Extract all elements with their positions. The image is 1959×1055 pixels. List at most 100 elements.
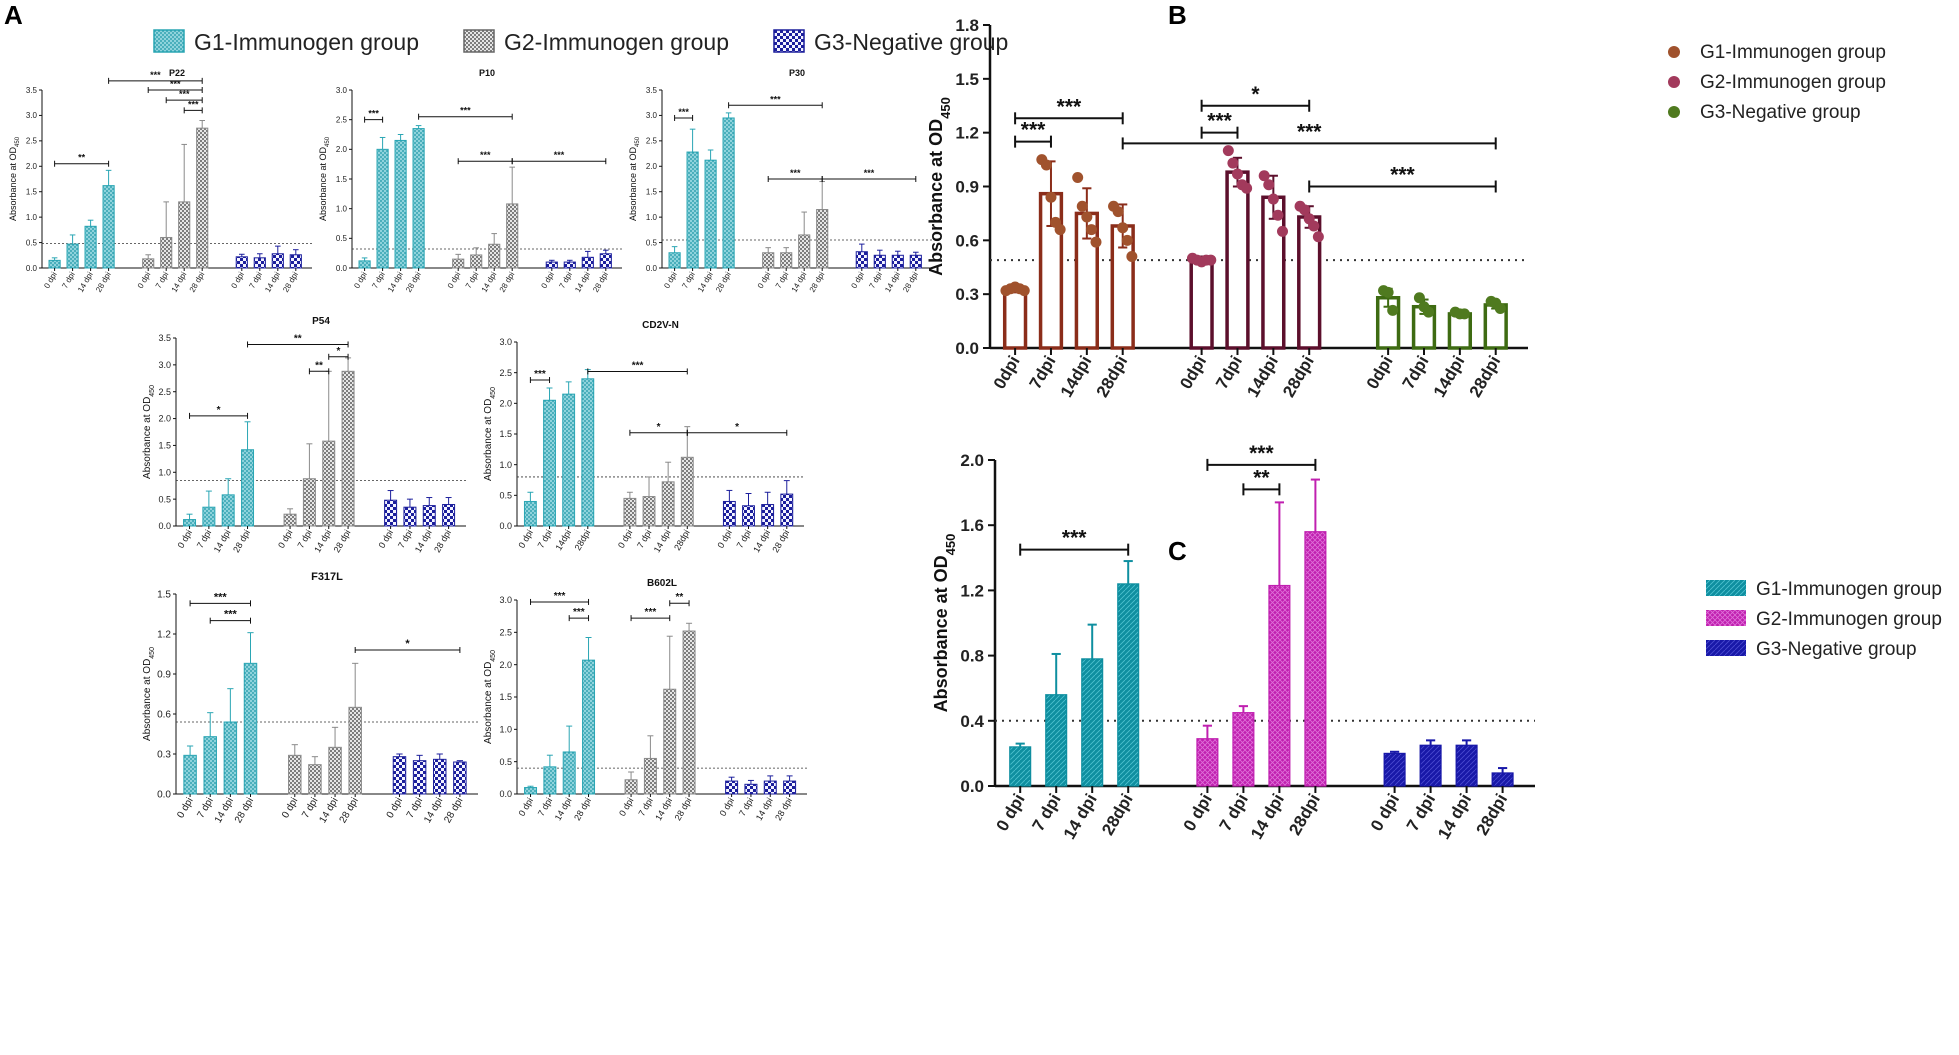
y-tick-label-f317l: 0.3 — [157, 750, 171, 761]
bar-p54-g3-negative-group-0 — [384, 499, 398, 527]
sig-label-b-4: *** — [1297, 120, 1322, 143]
legend-c-label-g2: G2-Immunogen group — [1756, 609, 1942, 630]
bar-b602l-g2-immunogen-group-2 — [663, 688, 677, 795]
chart-title-p30: P30 — [789, 68, 805, 78]
data-point-b-g2-immunogen-group-1 — [1231, 168, 1243, 180]
sig-label-p30-0: *** — [678, 107, 689, 117]
y-tick-label-b602l: 0.5 — [499, 757, 512, 767]
bar-cd2v-n-g2-immunogen-group-1 — [642, 496, 656, 527]
bar-p10-g3-negative-group-1 — [563, 261, 576, 269]
x-tick-label-cd2v-n: 14dpi — [553, 528, 573, 552]
y-tick-label-p30: 1.5 — [646, 188, 658, 197]
chart-p10: P10 Absorbance at OD450 0.0 0.5 1.0 1.5 2.0 2.5… — [318, 68, 622, 294]
x-tick-label-b602l: 0 dpi — [517, 796, 535, 818]
x-tick-label-p30: 0 dpi — [756, 270, 773, 290]
chart-title-p10: P10 — [479, 68, 495, 78]
x-tick-label-f317l: 14 dpi — [318, 796, 341, 825]
x-tick-label-p30: 7 dpi — [867, 270, 884, 290]
sig-label-b602l-1: *** — [554, 591, 566, 602]
x-tick-label-p10: 14 dpi — [386, 270, 405, 294]
x-tick-label-b602l: 7 dpi — [636, 796, 654, 818]
bar-p30-g2-immunogen-group-1 — [780, 252, 793, 269]
y-tick-label-c: 1.2 — [960, 581, 984, 600]
legend-c-swatch-g1 — [1706, 580, 1746, 596]
data-point-b-g2-immunogen-group-3 — [1312, 231, 1324, 243]
x-tick-label-f317l: 28 dpi — [442, 796, 465, 825]
x-tick-label-p30: 14 dpi — [790, 270, 809, 294]
x-tick-label-p30: 7 dpi — [680, 270, 697, 290]
x-tick-label-cd2v-n: 7 dpi — [735, 528, 753, 550]
x-tick-label-c: 0 dpi — [1180, 791, 1216, 835]
y-axis-title-subscript-b: 450 — [938, 97, 953, 119]
x-tick-label-p54: 14 dpi — [413, 528, 434, 554]
bar-b-g2-immunogen-group-0 — [1189, 258, 1214, 350]
y-tick-label-cd2v-n: 2.5 — [499, 368, 512, 378]
x-tick-label-cd2v-n: 28dpi — [672, 528, 692, 552]
bar-p54-g1-immunogen-group-2 — [221, 494, 235, 527]
bar-b602l-g1-immunogen-group-0 — [524, 787, 538, 795]
y-tick-label-c: 1.6 — [960, 516, 984, 535]
x-tick-label-f317l: 0 dpi — [385, 796, 405, 820]
data-point-b-g2-immunogen-group-3 — [1299, 204, 1311, 216]
bar-p10-g3-negative-group-0 — [545, 261, 558, 269]
x-tick-label-b602l: 14 dpi — [754, 796, 775, 822]
sig-label-c-1: ** — [1253, 466, 1270, 489]
y-tick-label-cd2v-n: 2.0 — [499, 398, 512, 408]
x-tick-label-c: 28dpi — [1098, 791, 1137, 839]
data-point-b-g3-negative-group-3 — [1494, 303, 1506, 315]
y-tick-label-p10: 0.0 — [336, 264, 348, 273]
y-tick-label-b602l: 2.5 — [499, 627, 512, 637]
data-point-b-g3-negative-group-0 — [1382, 286, 1394, 298]
x-tick-label-b: 14dpi — [1430, 353, 1469, 401]
bar-b602l-g2-immunogen-group-1 — [643, 757, 657, 795]
legend-b-marker-g3 — [1668, 106, 1680, 118]
sig-label-p22-0: ** — [78, 153, 86, 163]
chart-p30: P30 Absorbance at OD450 0.0 0.5 1.0 1.5 2.0 2.5… — [628, 68, 932, 294]
sig-label-b602l-2: *** — [645, 607, 657, 618]
y-axis-title-p30: Absorbance at OD450 — [628, 136, 641, 221]
bar-p54-g3-negative-group-2 — [422, 505, 436, 527]
legend-a-label-g2: G2-Immunogen group — [504, 29, 729, 55]
x-tick-label-p10: 14 dpi — [480, 270, 499, 294]
bar-cd2v-n-g2-immunogen-group-2 — [661, 481, 675, 527]
x-tick-label-c: 14 dpi — [1060, 791, 1101, 843]
bar-cd2v-n-g3-negative-group-0 — [722, 500, 736, 527]
x-tick-label-p30: 28 dpi — [714, 270, 733, 294]
y-tick-label-p30: 2.5 — [646, 137, 658, 146]
y-tick-label-cd2v-n: 0.5 — [499, 490, 512, 500]
x-tick-label-c: 0 dpi — [992, 791, 1028, 835]
sig-label-b-1: *** — [1057, 95, 1082, 118]
y-tick-label-f317l: 1.2 — [157, 630, 171, 641]
y-tick-label-b: 0.0 — [955, 339, 979, 358]
x-tick-label-p30: 28 dpi — [808, 270, 827, 294]
sig-label-f317l-2: * — [405, 638, 410, 650]
bar-c-g3-negative-group-1 — [1419, 744, 1442, 787]
y-tick-label-p54: 1.0 — [158, 467, 171, 477]
bar-p22-g1-immunogen-group-0 — [48, 259, 61, 269]
sig-label-cd2v-n-0: *** — [534, 369, 546, 380]
legend-a-label-g3: G3-Negative group — [814, 29, 1008, 55]
panel-label-c: C — [1168, 536, 1187, 566]
y-tick-label-p22: 2.5 — [26, 137, 38, 146]
x-tick-label-b602l: 14 dpi — [653, 796, 674, 822]
x-tick-label-p10: 7 dpi — [370, 270, 387, 290]
bar-p22-g1-immunogen-group-2 — [84, 225, 97, 269]
bar-p54-g2-immunogen-group-2 — [322, 440, 336, 527]
y-tick-label-p22: 0.0 — [26, 264, 38, 273]
sig-label-p22-4: *** — [150, 70, 161, 80]
sig-label-p30-2: *** — [790, 168, 801, 178]
y-axis-title-b602l: Absorbance at OD450 — [483, 650, 497, 744]
sig-label-b602l-0: *** — [573, 607, 585, 618]
x-tick-label-p30: 7 dpi — [774, 270, 791, 290]
sig-label-p10-3: *** — [554, 150, 565, 160]
y-tick-label-f317l: 0.9 — [157, 670, 171, 681]
x-tick-label-b602l: 7 dpi — [737, 796, 755, 818]
data-point-b-g2-immunogen-group-1 — [1227, 157, 1239, 169]
x-tick-label-p54: 7 dpi — [396, 528, 414, 550]
bar-b602l-g3-negative-group-2 — [763, 780, 777, 795]
x-tick-label-c: 14 dpi — [1247, 791, 1288, 843]
x-tick-label-c: 0 dpi — [1367, 791, 1403, 835]
sig-label-b-2: *** — [1207, 110, 1232, 133]
x-tick-label-b: 28dpi — [1279, 353, 1318, 401]
bar-p30-g1-immunogen-group-2 — [704, 159, 717, 269]
